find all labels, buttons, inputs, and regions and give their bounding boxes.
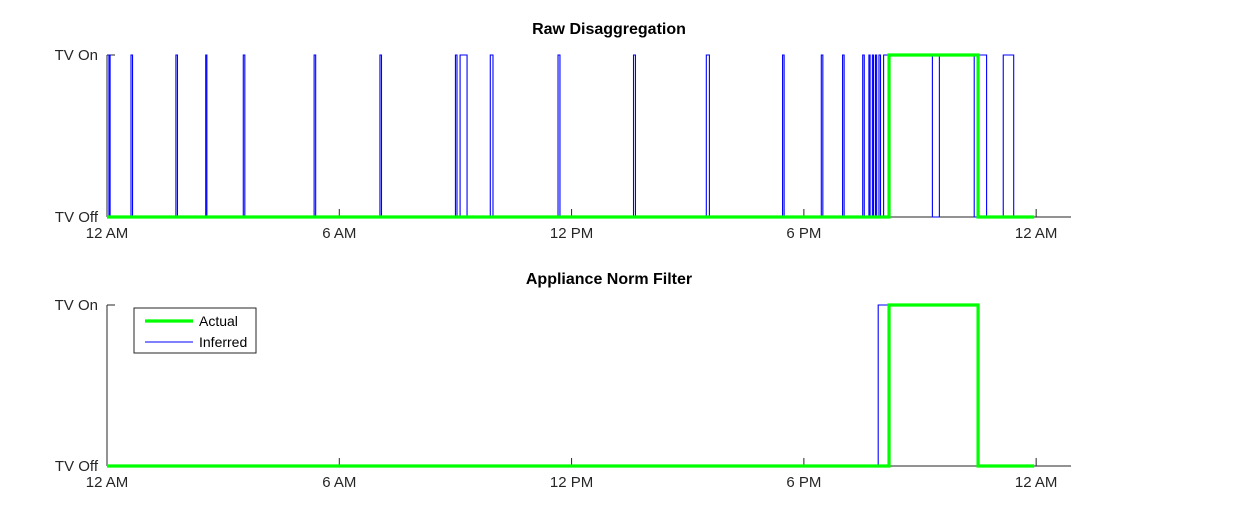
x-tick-label: 6 PM — [786, 474, 821, 491]
series-line-actual — [107, 303, 1035, 468]
legend-box — [133, 307, 257, 354]
y-tick-label: TV On — [55, 297, 98, 314]
y-tick-label: TV Off — [55, 458, 99, 475]
chart-title: Raw Disaggregation — [532, 21, 686, 38]
x-tick-label: 12 PM — [550, 225, 593, 242]
x-tick-label: 12 AM — [1015, 474, 1058, 491]
x-tick-label: 12 AM — [86, 225, 129, 242]
y-tick-label: TV Off — [55, 209, 99, 226]
x-tick-label: 12 PM — [550, 474, 593, 491]
x-tick-label: 6 AM — [322, 474, 356, 491]
series-line-actual — [107, 53, 1035, 219]
chart-appliance-norm-filter: Appliance Norm Filter 12 AM 6 AM 12 PM 6 PM 1… — [55, 271, 1071, 491]
x-tick-label: 12 AM — [1015, 225, 1058, 242]
y-tick-label: TV On — [55, 47, 98, 64]
x-tick-label: 6 PM — [786, 225, 821, 242]
legend-label-inferred: Inferred — [199, 334, 247, 350]
x-tick-label: 12 AM — [86, 474, 129, 491]
x-tick-label: 6 AM — [322, 225, 356, 242]
legend-label-actual: Actual — [199, 313, 238, 329]
legend: Actual Inferred — [133, 307, 257, 354]
chart-raw-disaggregation: Raw Disaggregation 12 AM 6 AM 12 PM 6 PM 12 A… — [55, 21, 1071, 242]
chart-title: Appliance Norm Filter — [526, 271, 692, 288]
